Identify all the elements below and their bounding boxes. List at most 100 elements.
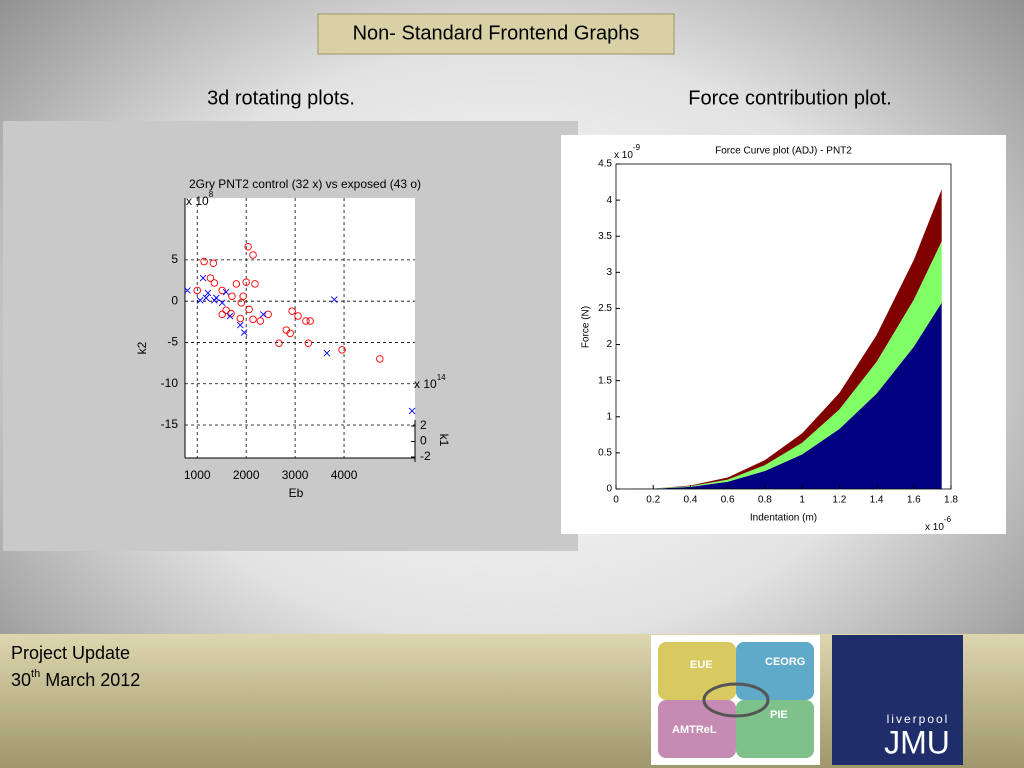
month-year: March 2012 [45,670,140,690]
area [616,241,942,489]
point [209,259,218,267]
point [256,317,265,325]
piece [658,642,736,700]
area [616,189,942,489]
point [249,315,257,324]
y-tick-label: 1 [606,411,612,422]
x-tick-label: 1.4 [870,495,884,506]
point [302,317,310,325]
point [294,312,302,320]
multiplier-base: x 10 [186,194,209,208]
y-tick-label: 0 [606,484,612,495]
y-axis-label: k2 [135,341,149,354]
point [304,339,313,348]
y-tick-label: 2 [606,339,612,350]
point [338,346,346,354]
x-tick-label: 1000 [184,468,211,482]
point [323,349,331,357]
footer-text: Project Update [11,643,130,663]
point [288,307,296,315]
point [184,287,191,294]
logo-text: AMTReL [672,724,717,736]
x-tick-label: 0 [613,495,619,506]
logo-bg [832,635,963,765]
y-tick-label: 4.5 [598,159,612,170]
plot-area [185,198,415,458]
axis-multiplier: x 1014 [414,373,446,391]
point [232,280,241,288]
chart-title: Force Curve plot (ADJ) - PNT2 [715,146,852,157]
multiplier-exponent: -9 [633,143,641,152]
point [264,310,272,319]
point [237,299,246,307]
piece [736,700,814,758]
y-tick-label: -10 [161,376,179,390]
point [306,317,315,325]
plot-frame [615,163,952,490]
x-tick-label: 2000 [233,468,260,482]
y-tick-label: 3.5 [598,231,612,242]
point [275,339,283,348]
point [259,311,267,318]
point [210,279,219,287]
piece [736,642,814,700]
point [218,299,226,307]
point [244,242,252,251]
point [245,305,253,314]
y-tick-label: 2.5 [598,303,612,314]
multiplier-exponent: -6 [944,515,952,524]
y-tick-label: -15 [161,417,179,431]
point [239,292,247,300]
x-tick-label: 1.6 [907,495,921,506]
point [330,296,338,303]
point [408,407,416,415]
x-axis-label: Indentation (m) [750,513,817,524]
multiplier-base: x 10 [414,377,437,391]
day-suffix: th [31,668,40,680]
y-tick-label: 3 [606,267,612,278]
z-axis-label: k1 [437,434,451,447]
point [286,329,294,338]
x-tick-label: 1.8 [944,495,958,506]
z-tick-label: -2 [420,449,431,463]
point [193,286,201,295]
axis-multiplier: x 108 [186,190,214,208]
point [196,297,204,304]
z-tick-label: 2 [420,418,427,432]
y-tick-label: -5 [167,335,178,349]
logo-text: JMU [884,724,950,760]
point [236,314,245,323]
point [204,289,212,297]
multiplier-base: x 10 [925,522,944,533]
point [236,321,244,329]
point [249,251,257,259]
point [200,257,208,266]
multiplier-base: x 10 [614,150,633,161]
logo-text: liverpool [887,712,950,726]
point [240,329,248,336]
point [251,280,259,288]
title-box [317,13,675,55]
point [213,294,220,302]
multiplier-exponent: 8 [209,190,214,199]
x-tick-label: 0.2 [646,495,660,506]
footer-date: 30th March 2012 [11,668,140,690]
y-tick-label: 0.5 [598,448,612,459]
y-tick-label: 5 [171,252,178,266]
logo-text: EUE [690,659,713,671]
day: 30 [11,670,31,690]
caption: 3d rotating plots. [207,87,355,109]
x-tick-label: 1.2 [832,495,846,506]
z-tick-label: 0 [420,434,427,448]
x-tick-label: 1 [799,495,805,506]
x-tick-label: 0.4 [683,495,697,506]
y-axis-label: Force (N) [581,306,592,348]
point [222,288,230,296]
jmu-logo: liverpool JMU [832,635,963,765]
slide-title: Non- Standard Frontend Graphs [353,22,640,44]
point [206,274,215,282]
ring [702,682,770,718]
x-axis-label: Eb [289,486,304,500]
y-tick-label: 1.5 [598,375,612,386]
